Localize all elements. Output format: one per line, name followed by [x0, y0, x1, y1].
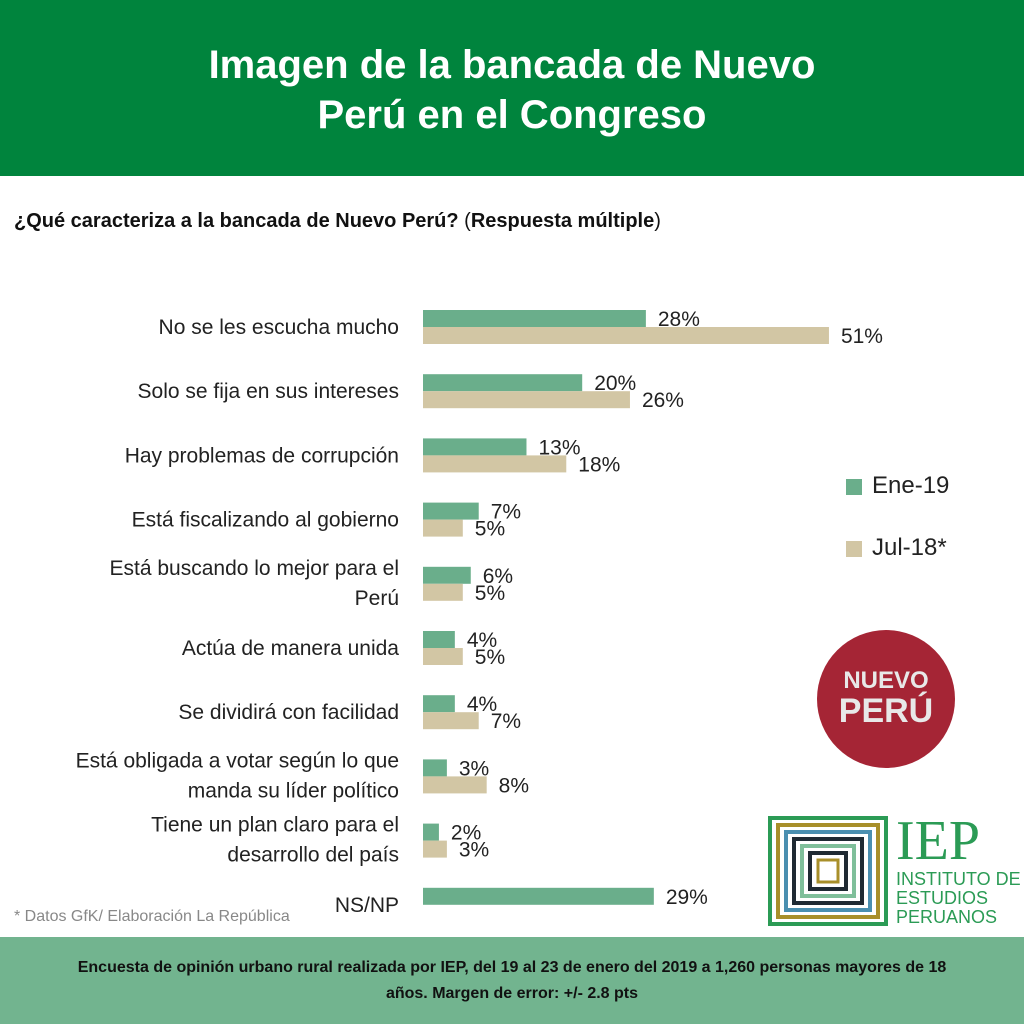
footer-line-2: años. Margen de error: +/- 2.8 pts: [385, 985, 639, 1002]
data-label-ene19: 13%: [538, 436, 580, 459]
question-paren-open: (: [458, 210, 471, 232]
category-label: Actúa de manera unida: [182, 637, 399, 660]
question-multiple: Respuesta múltiple: [470, 210, 655, 232]
data-label-ene19: 20%: [594, 372, 636, 395]
data-label-jul18: 18%: [578, 453, 620, 476]
bar-ene19: [423, 887, 654, 905]
data-label-jul18: 26%: [642, 389, 684, 412]
bar-ene19: [423, 438, 527, 456]
category-label: Hay problemas de corrupción: [125, 444, 399, 467]
nuevo-peru-logo: [817, 630, 955, 768]
category-label: No se les escucha mucho: [159, 316, 399, 339]
iep-line2: ESTUDIOS: [896, 888, 989, 908]
data-label-jul18: 5%: [475, 518, 505, 541]
bar-ene19: [423, 695, 455, 713]
bar-ene19: [423, 374, 583, 392]
header-banner: [0, 0, 1024, 176]
data-label-ene19: 29%: [666, 886, 708, 909]
legend-item-ene19: Ene-19: [846, 472, 949, 500]
category-label: Está buscando lo mejor para el Perú: [110, 557, 400, 610]
data-label-ene19: 28%: [658, 308, 700, 331]
iep-logo-emblem: [768, 816, 888, 926]
bar-ene19: [423, 566, 471, 584]
data-label-jul18: 5%: [475, 582, 505, 605]
data-label-ene19: 2%: [451, 822, 481, 845]
legend-swatch-jul18: [846, 540, 862, 557]
legend-item-jul18: Jul-18*: [846, 534, 947, 562]
nuevo-peru-logo-line2: PERÚ: [838, 692, 934, 730]
bar-jul18: [423, 519, 463, 537]
iep-line1: INSTITUTO DE: [896, 869, 1021, 889]
data-label-ene19: 3%: [459, 757, 489, 780]
bar-jul18: [423, 455, 567, 473]
bar-ene19: [423, 502, 479, 520]
question-text: ¿Qué caracteriza a la bancada de Nuevo P…: [14, 210, 459, 232]
bar-ene19: [423, 631, 455, 648]
data-label-ene19: 4%: [467, 629, 497, 652]
data-label-ene19: 4%: [467, 693, 497, 716]
title-line-2: Perú en el Congreso: [317, 93, 707, 137]
data-label-jul18: 3%: [459, 839, 489, 862]
data-label-jul18: 7%: [491, 710, 521, 733]
chart-question: ¿Qué caracteriza a la bancada de Nuevo P…: [14, 210, 661, 233]
source-note: * Datos GfK/ Elaboración La República: [14, 908, 290, 925]
category-label: Tiene un plan claro para el desarrollo de…: [151, 814, 399, 867]
nuevo-peru-logo-text: NUEVO PERÚ: [817, 667, 955, 730]
footer-line-1: Encuesta de opinión urbano rural realiza…: [77, 959, 947, 976]
bar-ene19: [423, 310, 646, 327]
question-paren-close: ): [654, 210, 661, 232]
legend-swatch-ene19: [846, 478, 862, 495]
iep-line3: PERUANOS: [896, 907, 998, 927]
legend-label-jul18: Jul-18*: [872, 534, 947, 561]
category-label: NS/NP: [335, 894, 399, 917]
data-label-ene19: 6%: [483, 565, 513, 588]
bar-ene19: [423, 759, 447, 777]
bar-jul18: [423, 391, 630, 409]
bar-jul18: [423, 840, 447, 858]
page-title: Imagen de la bancada de Nuevo Perú en el…: [0, 40, 1024, 140]
footer-text: Encuesta de opinión urbano rural realiza…: [20, 955, 1004, 1007]
bar-jul18: [423, 327, 829, 344]
data-label-jul18: 51%: [841, 325, 883, 348]
iep-logo-text: IEP INSTITUTO DE ESTUDIOS PERUANOS: [896, 812, 1021, 927]
category-label: Solo se fija en sus intereses: [138, 380, 399, 403]
bar-jul18: [423, 583, 463, 601]
bar-jul18: [423, 712, 479, 730]
title-line-1: Imagen de la bancada de Nuevo: [208, 43, 816, 87]
data-label-ene19: 7%: [491, 501, 521, 524]
nuevo-peru-logo-line1: NUEVO: [843, 667, 929, 694]
bar-jul18: [423, 648, 463, 665]
footer-banner: [0, 937, 1024, 1024]
category-label: Está fiscalizando al gobierno: [132, 509, 399, 532]
bar-ene19: [423, 823, 439, 841]
data-label-jul18: 5%: [475, 646, 505, 669]
data-label-jul18: 8%: [499, 774, 529, 797]
iep-acronym: IEP: [896, 810, 980, 872]
legend-label-ene19: Ene-19: [872, 472, 950, 499]
bar-jul18: [423, 776, 487, 794]
category-label: Está obligada a votar según lo que manda …: [76, 749, 399, 802]
category-label: Se dividirá con facilidad: [178, 701, 399, 724]
